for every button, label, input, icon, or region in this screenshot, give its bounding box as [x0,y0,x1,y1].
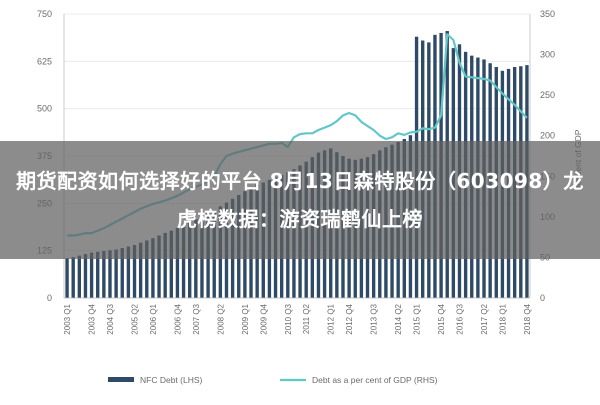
x-tick-label: 2006 Q1 [149,303,158,334]
x-tick-label: 2011 Q2 [302,303,311,334]
bar [175,227,180,298]
legend-label-bars: NFC Debt (LHS) [140,375,203,385]
bar [138,242,143,298]
bar [145,240,149,298]
bar [181,225,186,298]
x-tick-label: 2007 Q3 [192,303,201,334]
left-tick-label: 625 [37,56,52,66]
x-tick-label: 2005 Q2 [131,303,140,334]
bar [65,258,69,298]
bar [102,251,106,298]
x-tick-label: 2009 Q4 [259,303,268,334]
left-tick-label: 500 [37,104,52,114]
right-tick-label: 0 [540,293,545,303]
right-tick-label: 250 [540,90,555,100]
x-tick-label: 2015 Q1 [413,303,422,334]
x-tick-label: 2012 Q4 [345,303,354,334]
legend-label-line: Debt as a per cent of GDP (RHS) [312,375,438,385]
x-tick-label: 2013 Q3 [370,303,379,334]
bar [157,235,161,298]
x-axis-ticks: 2003 Q1 2003 Q4 2004 Q3 2005 Q2 2006 Q1 2006 … [63,303,532,334]
x-tick-label: 2016 Q3 [456,303,465,334]
bar [108,250,112,298]
bar [169,230,173,298]
legend: NFC Debt (LHS) Debt as a per cent of GDP… [108,375,438,385]
x-tick-label: 2006 Q4 [173,303,182,334]
x-tick-label: 2004 Q3 [106,303,115,334]
right-tick-label: 350 [540,9,555,19]
bar [151,238,155,298]
x-tick-label: 2018 Q4 [523,303,532,334]
x-tick-label: 2012 Q1 [327,303,336,334]
bar [120,248,124,298]
bar [96,251,100,298]
bar [163,232,167,298]
x-tick-label: 2018 Q1 [498,303,507,334]
x-tick-label: 2003 Q1 [63,303,72,334]
x-tick-label: 2017 Q2 [480,303,489,334]
x-tick-label: 2008 Q2 [216,303,225,334]
bar [77,255,82,298]
legend-swatch-bars [108,377,134,382]
bar [89,252,94,298]
bar [83,254,88,298]
bar [71,257,75,298]
x-tick-label: 2014 Q2 [394,303,403,334]
x-tick-label: 2010 Q3 [284,303,293,334]
bar [188,222,192,298]
x-tick-label: 2009 Q1 [241,303,250,334]
right-tick-label: 300 [540,50,555,60]
x-tick-label: 2003 Q4 [88,303,97,334]
left-tick-label: 750 [37,9,52,19]
headline-banner: 期货配资如何选择好的平台 8月13日森特股份（603098）龙虎榜数据：游资瑞鹤… [0,141,600,259]
bar [132,244,137,298]
headline-title[interactable]: 期货配资如何选择好的平台 8月13日森特股份（603098）龙虎榜数据：游资瑞鹤… [16,169,584,231]
x-tick-label: 2015 Q4 [437,303,446,334]
bar [114,249,118,298]
right-tick-label: 200 [540,131,555,141]
bar [126,246,131,298]
left-tick-label: 0 [47,293,52,303]
